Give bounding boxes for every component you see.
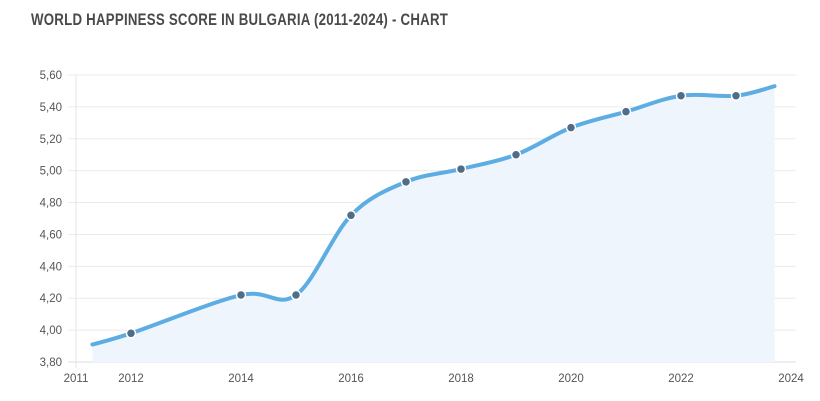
data-point-marker xyxy=(565,122,577,133)
data-point-marker xyxy=(290,289,302,301)
x-tick-label: 2016 xyxy=(338,373,364,385)
y-tick-label: 5,20 xyxy=(40,134,62,146)
y-tick-label: 4,80 xyxy=(40,198,62,210)
x-tick-label: 2014 xyxy=(228,373,254,385)
data-point-marker xyxy=(235,289,247,301)
y-tick-label: 4,40 xyxy=(40,261,62,273)
data-point-marker xyxy=(730,90,742,101)
y-tick-label: 5,60 xyxy=(40,70,62,82)
chart-title: WORLD HAPPINESS SCORE IN BULGARIA (2011-… xyxy=(31,10,449,29)
x-tick-label: 2022 xyxy=(668,373,694,385)
data-point-marker xyxy=(675,90,687,101)
data-point-marker xyxy=(510,149,522,160)
y-tick-label: 4,00 xyxy=(40,325,62,337)
data-point-marker xyxy=(455,163,467,175)
data-point-marker xyxy=(620,106,632,117)
data-point-marker xyxy=(400,176,412,188)
y-tick-label: 4,60 xyxy=(40,229,62,241)
x-tick-label: 2018 xyxy=(448,373,474,385)
y-tick-label: 4,20 xyxy=(40,293,62,305)
data-point-marker xyxy=(125,328,137,339)
data-point-marker xyxy=(345,210,357,221)
y-tick-label: 3,80 xyxy=(40,357,62,369)
x-tick-label: 2024 xyxy=(778,373,804,385)
y-tick-label: 5,00 xyxy=(40,166,62,178)
y-tick-label: 5,40 xyxy=(40,102,62,114)
x-tick-label: 2012 xyxy=(118,373,144,385)
x-tick-label: 2011 xyxy=(64,373,89,385)
x-tick-label: 2020 xyxy=(558,373,584,385)
area-fill xyxy=(92,86,775,363)
